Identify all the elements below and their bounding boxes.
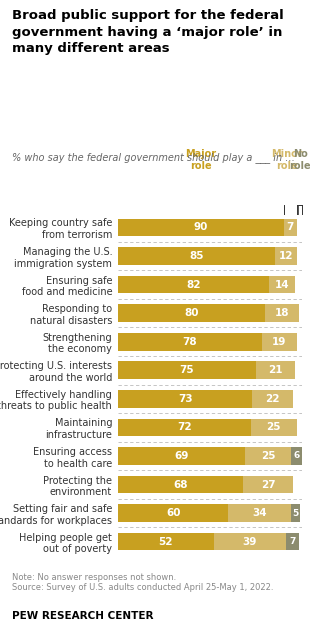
Text: 18: 18: [275, 308, 289, 318]
Text: Minor
role: Minor role: [271, 149, 302, 171]
Text: 7: 7: [286, 222, 294, 232]
Text: 73: 73: [178, 394, 193, 404]
Bar: [118, 276, 269, 294]
Bar: [118, 390, 252, 408]
Bar: [265, 304, 299, 322]
Text: No
role: No role: [290, 149, 310, 171]
Text: 75: 75: [180, 365, 194, 375]
Text: 6: 6: [294, 451, 300, 460]
Text: 85: 85: [189, 251, 203, 261]
Text: 27: 27: [261, 480, 276, 489]
Text: 39: 39: [242, 537, 257, 547]
Bar: [250, 418, 297, 436]
Bar: [118, 304, 265, 322]
Text: 12: 12: [278, 251, 293, 261]
Bar: [118, 333, 262, 351]
Bar: [118, 218, 284, 236]
Bar: [118, 475, 243, 493]
Text: Note: No answer responses not shown.
Source: Survey of U.S. adults conducted Apr: Note: No answer responses not shown. Sou…: [12, 573, 274, 592]
Bar: [291, 505, 300, 522]
Text: 25: 25: [261, 451, 275, 461]
Bar: [118, 533, 214, 551]
Bar: [118, 505, 228, 522]
Bar: [284, 218, 297, 236]
Text: Major
role: Major role: [185, 149, 216, 171]
Bar: [262, 333, 297, 351]
Bar: [243, 475, 293, 493]
Text: 78: 78: [182, 337, 197, 347]
Text: 60: 60: [166, 508, 180, 518]
Text: 19: 19: [272, 337, 286, 347]
Bar: [252, 390, 293, 408]
Bar: [269, 276, 295, 294]
Bar: [118, 247, 275, 265]
Bar: [118, 447, 245, 465]
Text: 7: 7: [289, 537, 295, 546]
Text: 5: 5: [293, 508, 299, 518]
Bar: [245, 447, 291, 465]
Bar: [256, 361, 295, 379]
Text: % who say the federal government should play a ___ in …: % who say the federal government should …: [12, 152, 295, 163]
Text: Broad public support for the federal
government having a ‘major role’ in
many di: Broad public support for the federal gov…: [12, 9, 284, 56]
Bar: [291, 447, 302, 465]
Bar: [286, 533, 299, 551]
Text: 90: 90: [194, 222, 208, 232]
Bar: [118, 361, 256, 379]
Bar: [118, 418, 250, 436]
Text: 82: 82: [186, 280, 201, 289]
Text: 34: 34: [253, 508, 267, 518]
Bar: [214, 533, 286, 551]
Bar: [228, 505, 291, 522]
Text: 69: 69: [174, 451, 188, 461]
Text: 14: 14: [275, 280, 289, 289]
Bar: [275, 247, 297, 265]
Text: 52: 52: [158, 537, 173, 547]
Text: 80: 80: [184, 308, 199, 318]
Text: 25: 25: [266, 422, 281, 432]
Text: 22: 22: [265, 394, 280, 404]
Text: PEW RESEARCH CENTER: PEW RESEARCH CENTER: [12, 611, 154, 621]
Text: 21: 21: [268, 365, 283, 375]
Text: 68: 68: [173, 480, 188, 489]
Text: 72: 72: [177, 422, 192, 432]
